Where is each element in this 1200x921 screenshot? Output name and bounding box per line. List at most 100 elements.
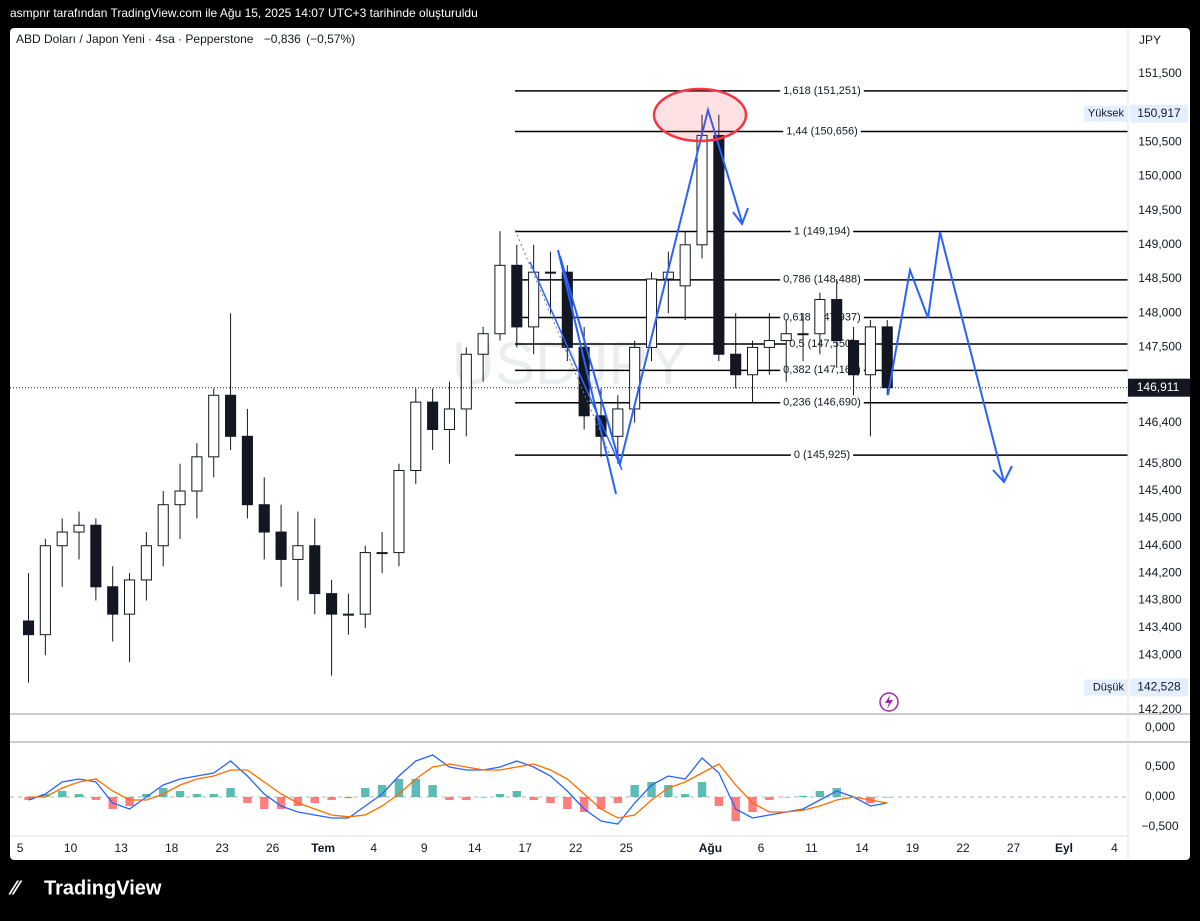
histogram-bar bbox=[832, 788, 841, 798]
histogram-bar bbox=[41, 794, 50, 798]
price-change-percent: (−0,57%) bbox=[306, 32, 355, 46]
candle-body bbox=[780, 333, 792, 342]
x-tick-label: 23 bbox=[215, 841, 229, 855]
candle-body bbox=[39, 545, 51, 636]
histogram-bar bbox=[276, 797, 286, 810]
x-tick-label: 27 bbox=[1007, 841, 1021, 855]
x-tick-label: 22 bbox=[956, 841, 970, 855]
candle-body bbox=[443, 408, 456, 430]
arrow-head bbox=[992, 465, 1013, 484]
x-tick-label: 22 bbox=[569, 841, 583, 855]
fib-level-label: 0,786 (148,488) bbox=[783, 274, 861, 286]
event-icon-bolt bbox=[885, 695, 893, 709]
candle-body bbox=[595, 415, 607, 437]
x-tick-label: Ağu bbox=[699, 841, 722, 855]
header-title: asmpnr tarafından TradingView.com ile Ağ… bbox=[10, 6, 478, 20]
fib-level-label: 0 (145,925) bbox=[794, 449, 850, 461]
annotations bbox=[529, 106, 1013, 495]
candle-body bbox=[410, 401, 422, 472]
y-tick-label: 149,000 bbox=[1138, 237, 1182, 251]
candle-body bbox=[107, 586, 119, 615]
candle-body bbox=[679, 244, 691, 287]
price-marker-tag-bg bbox=[1084, 679, 1128, 696]
x-tick-label: 10 bbox=[64, 841, 78, 855]
candle-body bbox=[174, 490, 186, 506]
candle-body bbox=[56, 531, 68, 547]
fib-label-bg bbox=[780, 364, 864, 377]
candle-body bbox=[140, 545, 152, 581]
y-tick-label: 145,400 bbox=[1138, 483, 1182, 497]
x-tick-label: 17 bbox=[519, 841, 533, 855]
price-marker-value: 142,528 bbox=[1137, 680, 1181, 694]
x-tick-label: 14 bbox=[855, 841, 869, 855]
x-tick-label: 18 bbox=[165, 841, 179, 855]
price-marker-tag: Düşük bbox=[1093, 681, 1125, 693]
candle-body bbox=[544, 271, 557, 274]
footer-logo: TradingView bbox=[44, 877, 162, 899]
histogram-bar bbox=[579, 797, 589, 813]
histogram-bar bbox=[680, 794, 690, 798]
candle-body bbox=[225, 394, 237, 437]
path-drawing bbox=[559, 106, 743, 468]
candle-body bbox=[814, 299, 826, 335]
fib-level-label: 1 (149,194) bbox=[794, 225, 850, 237]
trend-line bbox=[557, 249, 617, 495]
candle-body bbox=[258, 504, 270, 533]
fib-label-bg bbox=[780, 273, 864, 286]
x-tick-label: 25 bbox=[620, 841, 634, 855]
price-marker-tag-bg bbox=[1084, 105, 1128, 122]
y-tick-label: 146,400 bbox=[1138, 415, 1182, 429]
histogram-bar bbox=[428, 785, 437, 798]
price-marker-badge bbox=[1130, 104, 1188, 123]
histogram-bar bbox=[815, 791, 825, 798]
path-drawing bbox=[887, 231, 1005, 483]
candle-body bbox=[208, 394, 220, 458]
y-tick-label: 150,500 bbox=[1138, 134, 1182, 148]
candle-body bbox=[393, 470, 405, 554]
candle-body bbox=[511, 264, 523, 328]
y-tick-label: 149,500 bbox=[1138, 203, 1182, 217]
histogram-bar bbox=[529, 797, 538, 801]
histogram-bar bbox=[209, 794, 218, 798]
histogram-bar bbox=[883, 797, 892, 798]
candle-body bbox=[864, 326, 876, 376]
histogram-bar bbox=[226, 788, 235, 798]
histogram-bar bbox=[293, 797, 303, 807]
histogram-bar bbox=[74, 794, 84, 798]
candle-body bbox=[831, 299, 843, 342]
histogram-bar bbox=[260, 797, 269, 810]
x-tick-label: 9 bbox=[421, 841, 428, 855]
arrow-head bbox=[732, 207, 749, 227]
candle-body bbox=[713, 134, 725, 355]
x-tick-label: 19 bbox=[906, 841, 920, 855]
y-tick-label: 147,500 bbox=[1138, 340, 1182, 354]
candle-body bbox=[359, 552, 371, 615]
highlight-ellipse bbox=[652, 87, 748, 143]
candle-body bbox=[460, 353, 472, 410]
histogram-bar bbox=[478, 797, 488, 798]
price-change: −0,836 bbox=[264, 32, 301, 46]
candle-body bbox=[191, 456, 203, 492]
histogram-bar bbox=[495, 794, 505, 798]
x-tick-label: 26 bbox=[266, 841, 280, 855]
x-tick-label: Eyl bbox=[1055, 841, 1073, 855]
trend-line bbox=[529, 261, 623, 471]
candle-body bbox=[746, 346, 759, 376]
histogram-bar bbox=[647, 782, 656, 798]
y-tick-label: 143,000 bbox=[1138, 647, 1182, 661]
price-marker-value: 150,917 bbox=[1137, 106, 1181, 120]
candle-body bbox=[157, 504, 169, 547]
histogram-bar bbox=[462, 797, 471, 801]
histogram-bar bbox=[125, 797, 134, 807]
fib-level-label: 1,618 (151,251) bbox=[783, 85, 861, 97]
price-marker-badge bbox=[1130, 678, 1188, 697]
candle-body bbox=[797, 333, 809, 336]
x-tick-label: 4 bbox=[1111, 841, 1118, 855]
price-marker-tag: Yüksek bbox=[1088, 108, 1125, 120]
candle-body bbox=[309, 545, 321, 595]
candle-body bbox=[326, 593, 338, 615]
histogram-bar bbox=[798, 795, 808, 798]
histogram-bar bbox=[714, 797, 724, 807]
fib-label-bg bbox=[780, 84, 864, 97]
histogram-bar bbox=[512, 791, 522, 798]
